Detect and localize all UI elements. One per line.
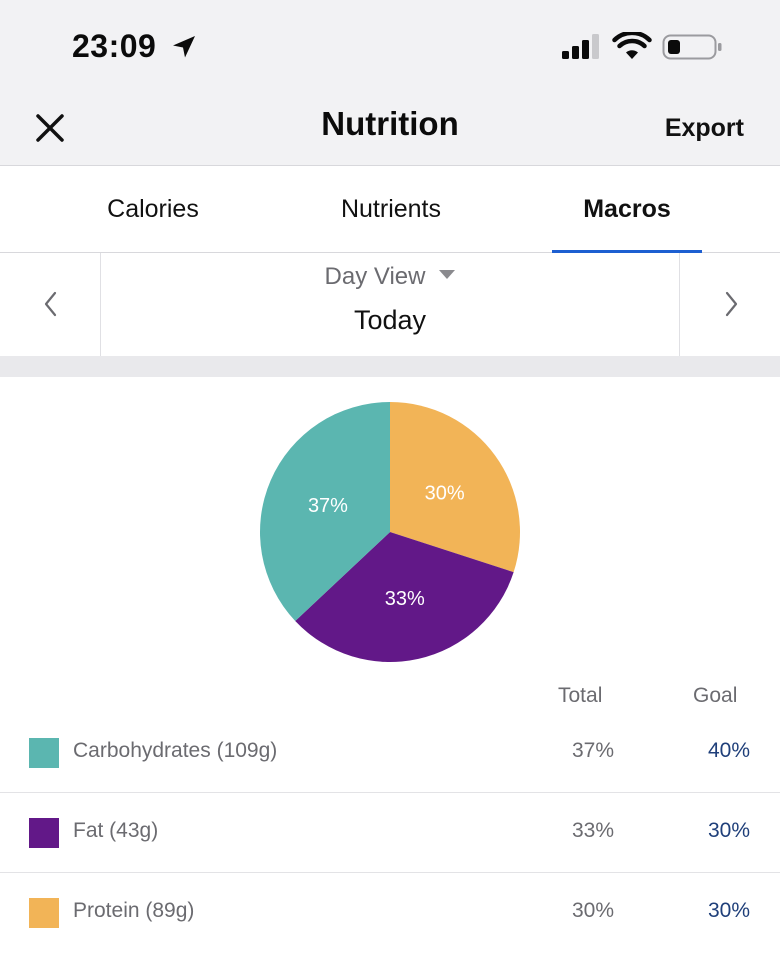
macro-goal: 30% (707, 819, 750, 842)
nav-bar: Nutrition Export (0, 92, 780, 166)
column-header-total: Total (558, 684, 603, 707)
pie-label-fat: 33% (385, 588, 425, 610)
export-button[interactable]: Export (664, 114, 744, 142)
macro-label: Carbohydrates (109g) (73, 739, 278, 762)
macro-label: Protein (89g) (73, 899, 195, 922)
pie-label-carbohydrates: 37% (308, 495, 348, 517)
tab-nutrients[interactable]: Nutrients (340, 195, 442, 223)
macro-total: 30% (571, 899, 614, 922)
macro-label: Fat (43g) (73, 819, 159, 842)
wifi-icon (612, 32, 652, 59)
location-arrow-icon (173, 36, 195, 58)
protein-color-swatch (29, 898, 59, 928)
macro-row-fat[interactable]: Fat (43g) 33% 30% (0, 793, 780, 873)
next-day-button[interactable] (679, 253, 780, 356)
status-bar: 23:09 (0, 0, 780, 92)
caret-down-icon (439, 270, 456, 280)
tab-calories[interactable]: Calories (107, 195, 199, 223)
macro-row-protein[interactable]: Protein (89g) 30% 30% (0, 873, 780, 953)
carbohydrates-color-swatch (29, 738, 59, 768)
close-icon (36, 114, 64, 142)
pie-slice-carbohydrates (260, 402, 390, 621)
cellular-signal-icon (562, 34, 599, 59)
macro-total: 33% (571, 819, 614, 842)
current-day-label: Today (353, 305, 427, 335)
tab-bar: Calories Nutrients Macros (0, 167, 780, 254)
active-tab-indicator (552, 250, 702, 254)
view-selector[interactable]: Day View (102, 263, 678, 291)
macros-pie-chart: 30% 33% 37% (260, 402, 520, 662)
battery-icon (662, 34, 722, 60)
chevron-right-icon (725, 291, 738, 317)
macro-goal: 40% (707, 739, 750, 762)
pie-slice-protein (390, 402, 520, 573)
section-divider (0, 356, 780, 377)
tab-macros-label: Macros (583, 195, 671, 223)
fat-color-swatch (29, 818, 59, 848)
macro-row-carbohydrates[interactable]: Carbohydrates (109g) 37% 40% (0, 713, 780, 793)
previous-day-button[interactable] (0, 253, 101, 356)
chevron-left-icon (44, 291, 57, 317)
tab-macros[interactable]: Macros (552, 167, 702, 254)
day-navigator: Day View Today (0, 253, 780, 356)
macro-total: 37% (571, 739, 614, 762)
page-title: Nutrition (321, 105, 459, 142)
view-selector-label: Day View (324, 263, 426, 290)
pie-label-protein: 30% (425, 482, 465, 504)
close-button[interactable] (30, 108, 70, 148)
pie-slice-fat (295, 532, 514, 662)
macro-goal: 30% (707, 899, 750, 922)
column-header-goal: Goal (693, 684, 738, 707)
status-time: 23:09 (72, 28, 157, 64)
